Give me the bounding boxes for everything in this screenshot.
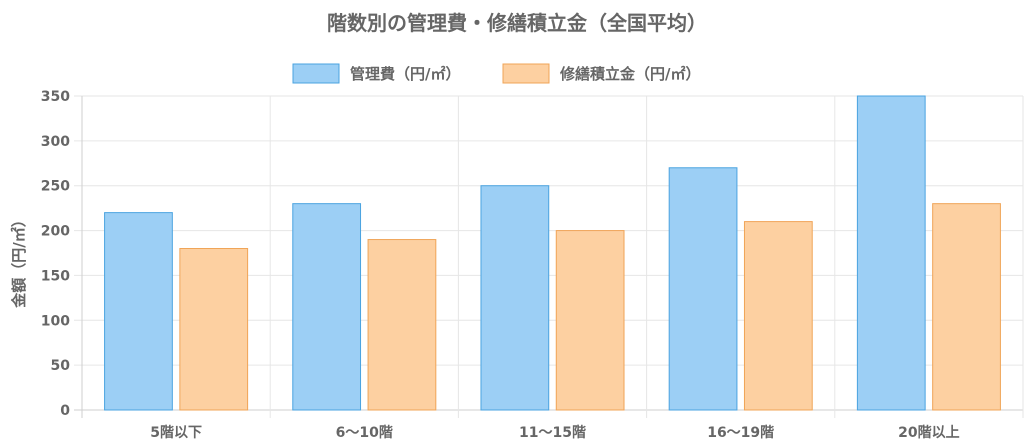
y-tick-label: 50 <box>51 358 71 374</box>
y-tick-label: 0 <box>60 403 70 419</box>
y-tick-label: 350 <box>41 89 70 105</box>
bar-management-fee[interactable] <box>480 185 550 411</box>
y-axis-ticks: 0 50 100 150 200 250 300 350 <box>41 89 70 419</box>
bar-management-fee[interactable] <box>104 212 173 411</box>
x-tick-label: 16〜19階 <box>707 424 774 441</box>
legend-swatch-management-fee[interactable] <box>292 63 340 84</box>
bar-management-fee[interactable] <box>292 203 362 411</box>
bar-repair-reserve[interactable] <box>179 248 249 411</box>
y-tick-label: 300 <box>41 134 70 150</box>
y-tick-label: 150 <box>41 268 70 284</box>
y-tick-label: 200 <box>41 224 70 240</box>
y-tick-label: 250 <box>41 179 70 195</box>
bar-repair-reserve[interactable] <box>743 221 813 411</box>
bar-management-fee[interactable] <box>668 167 738 411</box>
x-tick-label: 11〜15階 <box>519 424 586 441</box>
x-tick-label: 6〜10階 <box>336 424 393 441</box>
legend[interactable]: 管理費（円/㎡） 修繕積立金（円/㎡） <box>292 63 700 84</box>
x-tick-label: 5階以下 <box>150 424 202 441</box>
legend-swatch-repair-reserve[interactable] <box>502 63 550 84</box>
chart-title: 階数別の管理費・修繕積立金（全国平均） <box>327 11 707 35</box>
bar-management-fee[interactable] <box>856 95 926 411</box>
y-tick-label: 100 <box>41 313 70 329</box>
bar-repair-reserve[interactable] <box>555 230 625 411</box>
y-axis-title: 金額（円/㎡） <box>10 212 28 308</box>
legend-label-repair-reserve[interactable]: 修繕積立金（円/㎡） <box>559 65 700 83</box>
bar-repair-reserve[interactable] <box>367 239 437 411</box>
x-tick-label: 20階以上 <box>898 424 959 441</box>
bars <box>104 95 1001 411</box>
legend-label-management-fee[interactable]: 管理費（円/㎡） <box>350 65 460 83</box>
bar-repair-reserve[interactable] <box>932 203 1001 411</box>
x-axis-ticks: 5階以下 6〜10階 11〜15階 16〜19階 20階以上 <box>150 424 959 441</box>
